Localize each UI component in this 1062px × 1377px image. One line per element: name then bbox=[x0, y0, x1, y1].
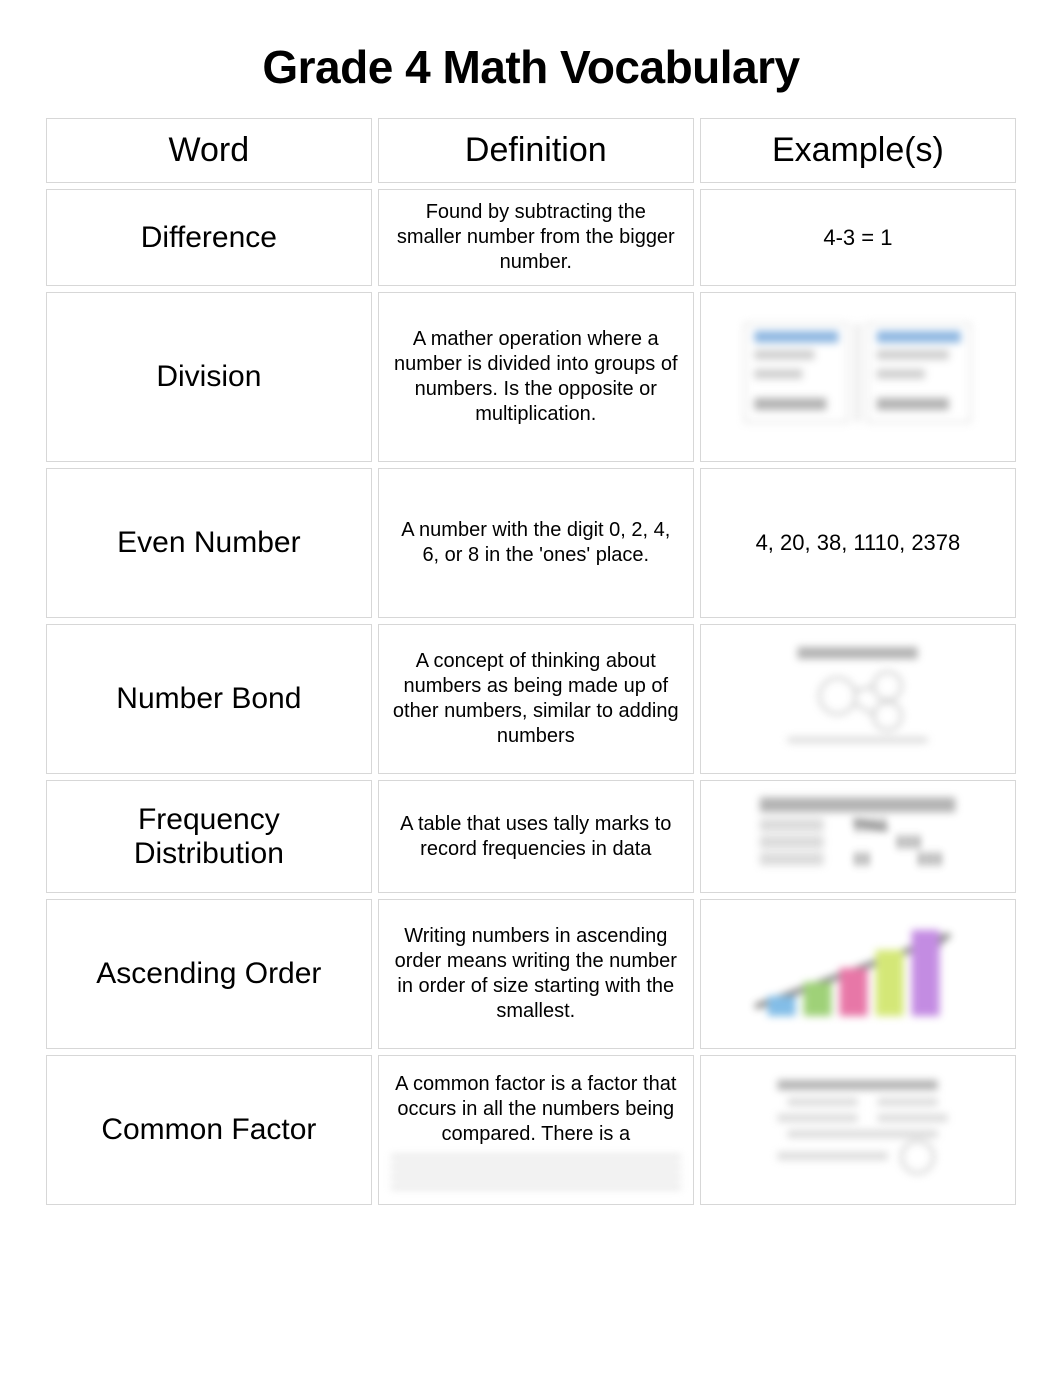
table-row: Frequency Distribution A table that uses… bbox=[46, 780, 1016, 893]
factor-list-icon bbox=[727, 1072, 988, 1182]
definition-cell: Found by subtracting the smaller number … bbox=[378, 189, 694, 286]
col-header-definition: Definition bbox=[378, 118, 694, 183]
word-cell: Frequency Distribution bbox=[46, 780, 372, 893]
word-cell: Common Factor bbox=[46, 1055, 372, 1205]
word-cell: Ascending Order bbox=[46, 899, 372, 1049]
tally-table-icon bbox=[727, 791, 988, 876]
example-cell bbox=[700, 1055, 1016, 1205]
overflow-blur-icon bbox=[391, 1153, 681, 1189]
word-cell: Difference bbox=[46, 189, 372, 286]
col-header-word: Word bbox=[46, 118, 372, 183]
word-cell: Division bbox=[46, 292, 372, 462]
definition-cell: A mather operation where a number is div… bbox=[378, 292, 694, 462]
example-cell bbox=[700, 292, 1016, 462]
col-header-example: Example(s) bbox=[700, 118, 1016, 183]
definition-text: A common factor is a factor that occurs … bbox=[395, 1073, 676, 1145]
page-title: Grade 4 Math Vocabulary bbox=[40, 40, 1022, 94]
page: Grade 4 Math Vocabulary Word Definition … bbox=[0, 0, 1062, 1251]
example-cell bbox=[700, 780, 1016, 893]
table-body: Difference Found by subtracting the smal… bbox=[46, 189, 1016, 1205]
division-diagram-icon bbox=[727, 314, 988, 434]
definition-cell: A concept of thinking about numbers as b… bbox=[378, 624, 694, 774]
table-row: Even Number A number with the digit 0, 2… bbox=[46, 468, 1016, 618]
table-header-row: Word Definition Example(s) bbox=[46, 118, 1016, 183]
definition-cell: A common factor is a factor that occurs … bbox=[378, 1055, 694, 1205]
definition-cell: A number with the digit 0, 2, 4, 6, or 8… bbox=[378, 468, 694, 618]
example-cell bbox=[700, 899, 1016, 1049]
vocab-table: Word Definition Example(s) Difference Fo… bbox=[40, 112, 1022, 1211]
table-row: Difference Found by subtracting the smal… bbox=[46, 189, 1016, 286]
example-cell bbox=[700, 624, 1016, 774]
table-row: Division A mather operation where a numb… bbox=[46, 292, 1016, 462]
table-row: Number Bond A concept of thinking about … bbox=[46, 624, 1016, 774]
table-row: Common Factor A common factor is a facto… bbox=[46, 1055, 1016, 1205]
example-cell: 4-3 = 1 bbox=[700, 189, 1016, 286]
definition-cell: Writing numbers in ascending order means… bbox=[378, 899, 694, 1049]
ascending-bars-icon bbox=[727, 916, 988, 1026]
number-bond-diagram-icon bbox=[727, 641, 988, 751]
example-cell: 4, 20, 38, 1110, 2378 bbox=[700, 468, 1016, 618]
table-row: Ascending Order Writing numbers in ascen… bbox=[46, 899, 1016, 1049]
definition-cell: A table that uses tally marks to record … bbox=[378, 780, 694, 893]
word-cell: Even Number bbox=[46, 468, 372, 618]
word-cell: Number Bond bbox=[46, 624, 372, 774]
